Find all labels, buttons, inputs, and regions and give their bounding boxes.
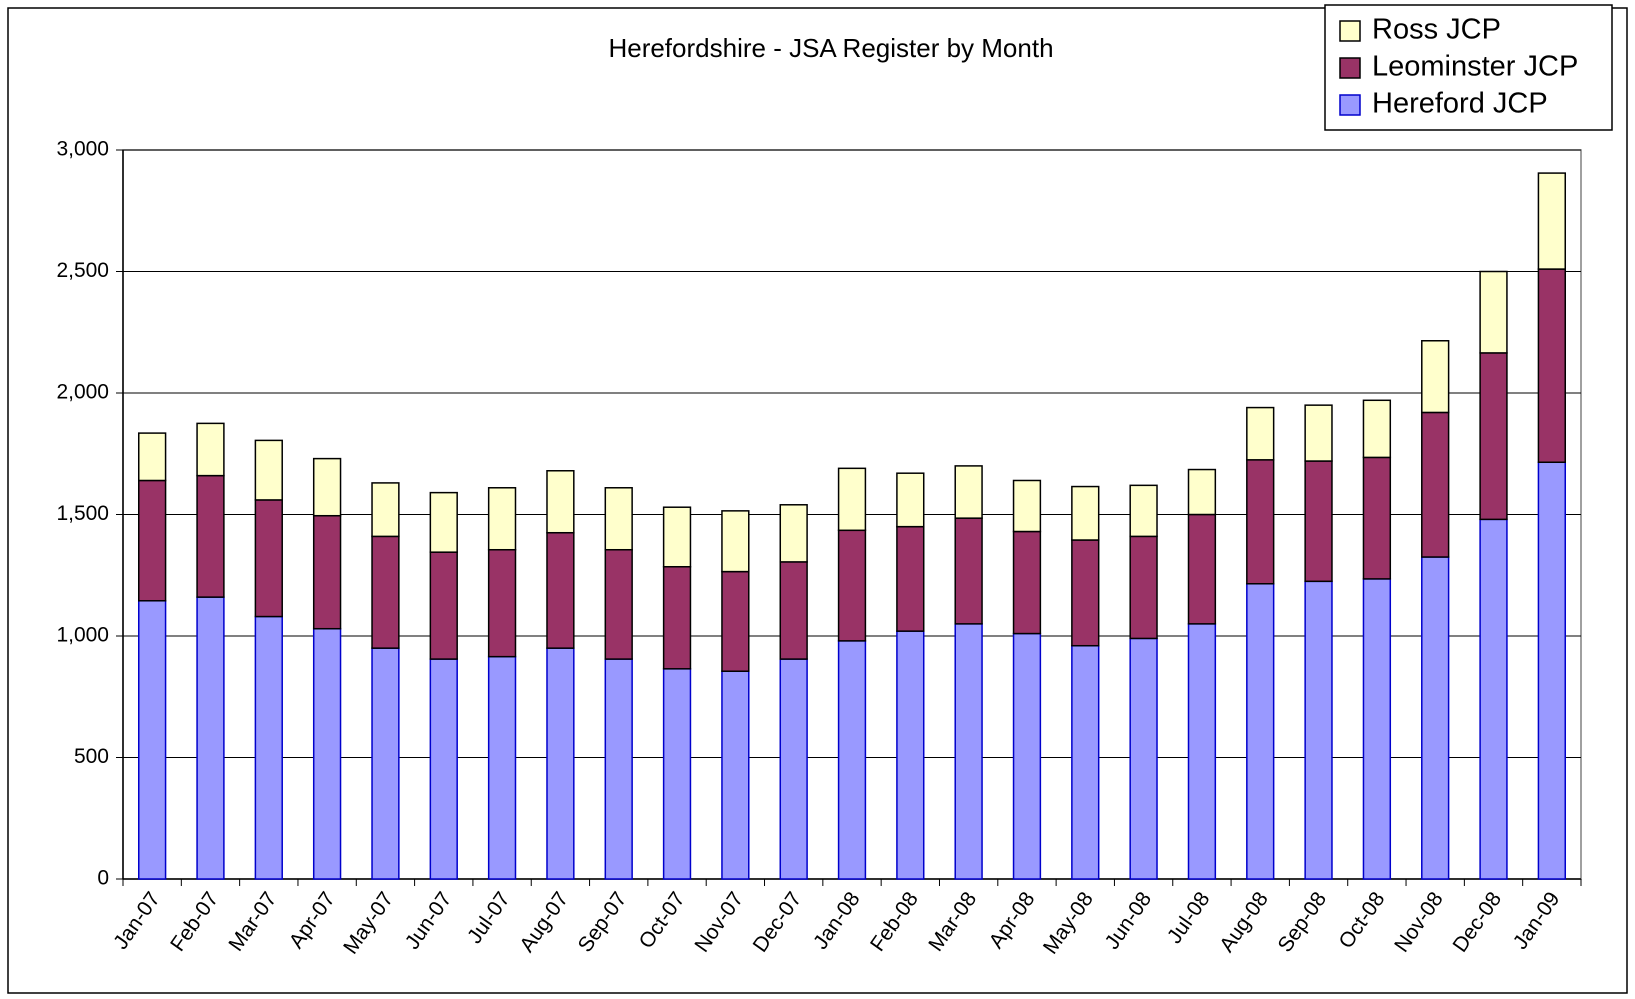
bar-segment [1187,513,1217,625]
bar-segment [779,658,808,880]
legend-swatch [1339,20,1361,42]
bar-segment [896,630,925,880]
legend-label: Leominster JCP [1372,51,1578,83]
legend-swatch [1339,57,1361,79]
bar-segment [1304,404,1333,462]
bar-segment [1246,459,1275,585]
bar-segment [1362,399,1392,459]
bar-segment [1012,479,1042,533]
bar-segment [429,551,458,660]
bar-segment [721,570,750,672]
bar-segment [662,565,692,670]
bar-segment [546,470,575,534]
legend-swatch [1339,94,1361,116]
bar-segment [1071,485,1100,541]
bar-segment [254,439,283,501]
bar-segment [1362,456,1392,580]
bar-segment [1537,172,1567,270]
legend-box [1324,4,1613,131]
bar-segment [312,514,342,630]
bar-segment [254,499,283,618]
y-tick-label: 2,500 [56,259,109,282]
y-tick-label: 500 [74,745,109,768]
bar-segment [604,658,633,880]
bar-segment [1012,632,1042,880]
bar-segment [312,457,342,517]
bar-segment [312,627,342,880]
bar-segment [429,491,458,553]
bar-segment [1479,352,1508,521]
bar-segment [1479,518,1508,880]
bar-segment [137,600,167,880]
bar-segment [1129,637,1158,880]
bar-segment [137,432,167,482]
bar-segment [1129,535,1158,640]
y-tick-label: 0 [97,867,109,890]
bar-segment [429,658,458,880]
bar-segment [1421,556,1450,880]
bar-segment [487,548,517,658]
bar-segment [1071,644,1100,880]
bar-segment [1246,406,1275,461]
legend-label: Hereford JCP [1372,88,1548,120]
bar-segment [779,504,808,563]
bar-segment [1304,460,1333,583]
bar-segment [896,525,925,632]
bar-segment [896,472,925,528]
bar-segment [1537,461,1567,880]
bar-segment [1362,578,1392,880]
bar-segment [837,467,867,532]
bar-segment [721,670,750,880]
bar-segment [604,487,633,551]
bar-segment [1129,484,1158,538]
bar-segment [1304,580,1333,880]
y-tick-label: 1,000 [56,624,109,647]
bar-segment [487,487,517,551]
bar-segment [196,474,225,598]
bar-segment [1479,270,1508,354]
bar-segment [1071,539,1100,647]
legend-label: Ross JCP [1372,14,1501,46]
bar-segment [196,596,225,880]
bar-segment [779,561,808,660]
bar-segment [837,640,867,880]
bar-segment [1421,411,1450,558]
bar-segment [1187,468,1217,516]
bar-segment [954,465,983,519]
bar-segment [1537,268,1567,464]
bar-segment [1421,340,1450,414]
bar-segment [487,655,517,880]
chart-title: Herefordshire - JSA Register by Month [608,33,1053,63]
bar-segment [954,517,983,625]
bar-segment [954,623,983,880]
bar-segment [546,531,575,649]
y-tick-label: 2,000 [56,381,109,404]
bar-segment [1246,583,1275,880]
y-tick-label: 1,500 [56,502,109,525]
bar-segment [371,535,400,649]
y-tick-label: 3,000 [56,138,109,161]
bar-segment [837,529,867,642]
bar-segment [371,647,400,880]
bar-segment [662,506,692,568]
bar-segment [137,479,167,602]
bar-segment [604,548,633,660]
bar-segment [546,647,575,880]
bar-segment [721,510,750,573]
bar-segment [371,482,400,538]
bar-segment [1012,530,1042,635]
bar-segment [254,615,283,880]
bar-segment [196,422,225,477]
bar-segment [1187,623,1217,880]
bar-segment [662,668,692,880]
